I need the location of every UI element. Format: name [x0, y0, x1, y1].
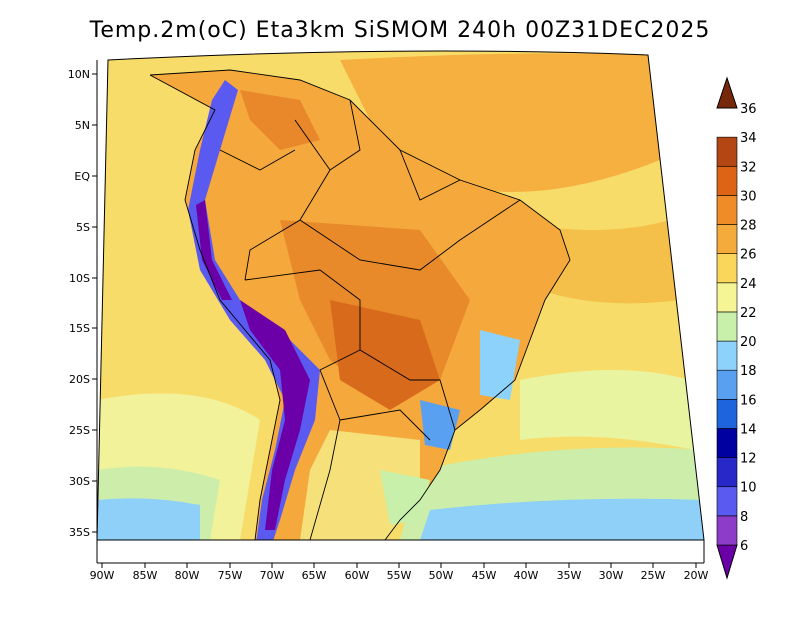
colorbar-label: 20: [740, 335, 757, 350]
lon-tick-70W: 70W: [260, 563, 285, 582]
lon-tick-80W: 80W: [175, 563, 200, 582]
longitude-axis: 90W 85W 80W 75W 70W 65W 60W 55W 50W 45W …: [90, 563, 709, 582]
colorbar-label: 30: [740, 189, 757, 204]
lat-label: 15S: [69, 322, 90, 335]
colorbar-swatch: [716, 369, 738, 400]
colorbar-label: 12: [740, 452, 757, 467]
colorbar-label: 22: [740, 306, 757, 321]
lat-tick-25S: 25S: [69, 424, 97, 437]
colorbar-swatch: [716, 282, 738, 313]
lon-tick-75W: 75W: [218, 563, 243, 582]
lon-tick-90W: 90W: [90, 563, 115, 582]
lon-label: 90W: [90, 569, 115, 582]
lon-tick-35W: 35W: [557, 563, 582, 582]
lat-label: 30S: [69, 475, 90, 488]
colorbar-label: 26: [740, 248, 757, 263]
lon-label: 45W: [472, 569, 497, 582]
lat-tick-35S: 35S: [69, 526, 97, 539]
lon-label: 70W: [260, 569, 285, 582]
lat-label: EQ: [74, 170, 90, 183]
lon-label: 75W: [218, 569, 243, 582]
lon-tick-85W: 85W: [133, 563, 158, 582]
lon-tick-20W: 20W: [684, 563, 709, 582]
lon-label: 35W: [557, 569, 582, 582]
lon-label: 25W: [641, 569, 666, 582]
lon-label: 55W: [387, 569, 412, 582]
temperature-field: [97, 51, 704, 540]
colorbar-swatch: [716, 195, 738, 225]
colorbar-max-arrow: [716, 76, 738, 109]
latitude-axis: 10N 5N EQ 5S 10S 15S 20S 25S 30S 35S: [68, 68, 97, 539]
colorbar-swatch: [716, 515, 738, 546]
lat-tick-5S: 5S: [76, 221, 97, 234]
lon-tick-30W: 30W: [599, 563, 624, 582]
map-title: Temp.2m(oC) Eta3km SiSMOM 240h 00Z31DEC2…: [89, 18, 711, 43]
colorbar-swatch: [716, 136, 738, 167]
lon-tick-60W: 60W: [345, 563, 370, 582]
lat-tick-5N: 5N: [75, 119, 97, 132]
lon-label: 60W: [345, 569, 370, 582]
lon-label: 40W: [514, 569, 539, 582]
lat-label: 35S: [69, 526, 90, 539]
colorbar-label: 14: [740, 422, 757, 437]
lon-label: 30W: [599, 569, 624, 582]
colorbar-swatch: [716, 224, 738, 254]
map-frame: [96, 50, 705, 541]
colorbar-swatch: [716, 457, 738, 488]
lon-tick-65W: 65W: [302, 563, 327, 582]
lat-tick-20S: 20S: [69, 373, 97, 386]
lon-tick-55W: 55W: [387, 563, 412, 582]
colorbar-label: 18: [740, 364, 757, 379]
colorbar-label: 16: [740, 393, 757, 408]
colorbar-swatch: [716, 165, 738, 196]
lat-label: 10S: [69, 272, 90, 285]
lat-tick-EQ: EQ: [74, 170, 97, 183]
colorbar-swatch: [716, 311, 738, 342]
colorbar-label: 28: [740, 219, 757, 234]
lon-label: 85W: [133, 569, 158, 582]
lat-label: 20S: [69, 373, 90, 386]
colorbar-label: 32: [740, 160, 757, 175]
lat-label: 5S: [76, 221, 90, 234]
colorbar-label: 8: [740, 510, 748, 525]
lon-label: 65W: [302, 569, 327, 582]
colorbar-min-arrow: [716, 544, 738, 580]
colorbar-swatch: [716, 399, 738, 429]
lon-tick-40W: 40W: [514, 563, 539, 582]
colorbar-swatch: [716, 340, 738, 371]
colorbar-label: 6: [740, 539, 748, 554]
lat-label: 25S: [69, 424, 90, 437]
lon-tick-25W: 25W: [641, 563, 666, 582]
lon-label: 50W: [429, 569, 454, 582]
colorbar-label: 10: [740, 481, 757, 496]
lon-label: 20W: [684, 569, 709, 582]
colorbar-swatch: [716, 428, 738, 458]
lon-label: 80W: [175, 569, 200, 582]
lat-tick-10N: 10N: [68, 68, 97, 81]
lon-tick-50W: 50W: [429, 563, 454, 582]
colorbar-label: 34: [740, 131, 757, 146]
colorbar-swatch: [716, 486, 738, 517]
colorbar-label: 24: [740, 277, 757, 292]
lat-label: 10N: [68, 68, 90, 81]
lon-tick-45W: 45W: [472, 563, 497, 582]
lat-label: 5N: [75, 119, 90, 132]
colorbar-swatch: [716, 253, 738, 284]
lat-tick-15S: 15S: [69, 322, 97, 335]
colorbar: 6 8 10 12 14 16 18 20 22 24 26 28 30 32 34 36: [716, 76, 757, 580]
lat-tick-30S: 30S: [69, 475, 97, 488]
colorbar-label: 36: [740, 102, 757, 117]
lat-tick-10S: 10S: [69, 272, 97, 285]
